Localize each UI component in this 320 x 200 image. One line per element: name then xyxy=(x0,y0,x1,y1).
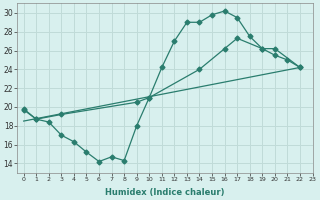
X-axis label: Humidex (Indice chaleur): Humidex (Indice chaleur) xyxy=(105,188,225,197)
